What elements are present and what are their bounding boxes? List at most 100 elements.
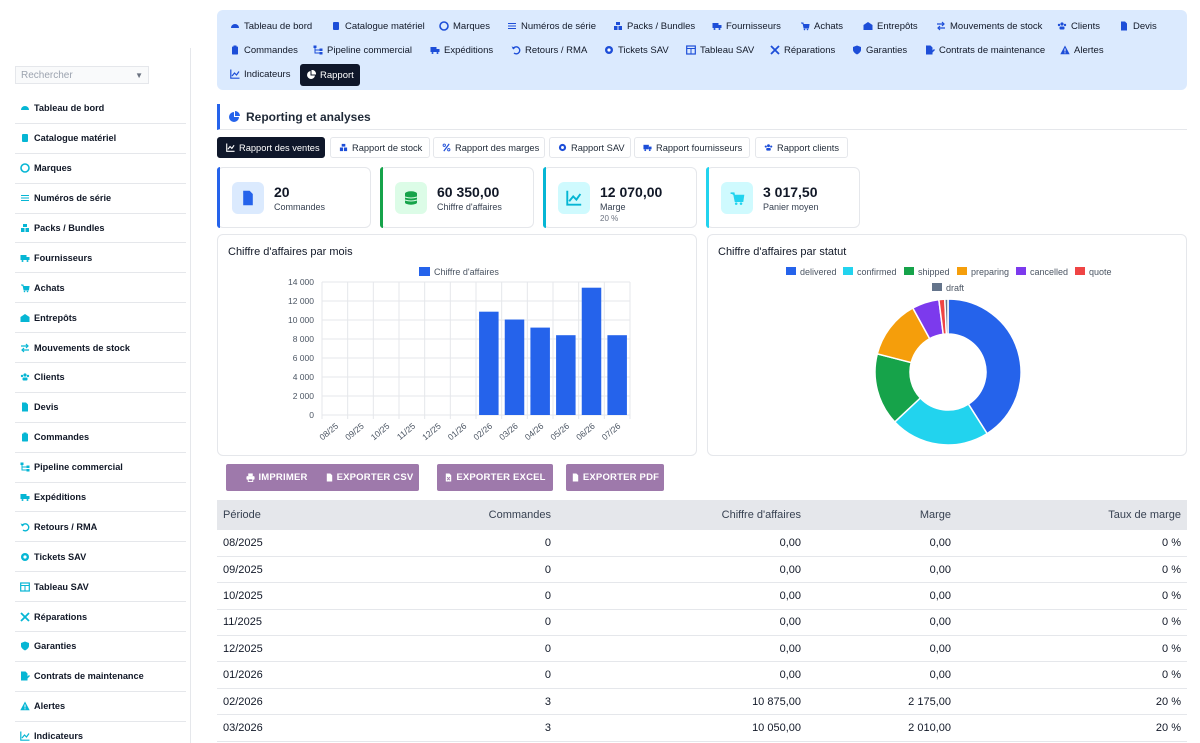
topnav-item[interactable]: Numéros de série (503, 16, 600, 36)
x-tick-label: 01/26 (446, 421, 469, 443)
sidebar-item[interactable]: Contrats de maintenance (15, 662, 186, 692)
topnav-item[interactable]: Tableau SAV (682, 40, 758, 60)
sidebar-search-select[interactable]: Rechercher ▼ (15, 66, 149, 84)
topnav-item[interactable]: Indicateurs (226, 64, 294, 84)
sidebar-item[interactable]: Indicateurs (15, 722, 186, 743)
tab-report[interactable]: Rapport SAV (549, 137, 631, 158)
topnav-item[interactable]: Commandes (226, 40, 302, 60)
sidebar-item[interactable]: Fournisseurs (15, 243, 186, 274)
table-row: 08/2025 0 0,00 0,00 0 % (217, 530, 1187, 557)
sidebar-item[interactable]: Entrepôts (15, 303, 186, 334)
topnav-item[interactable]: Garanties (848, 40, 911, 60)
topnav-item-label: Fournisseurs (726, 20, 781, 32)
col-header-orders[interactable]: Commandes (397, 500, 557, 530)
sidebar-item[interactable]: Tableau SAV (15, 572, 186, 603)
sidebar-item[interactable]: Marques (15, 154, 186, 184)
bar-chart-title: Chiffre d'affaires par mois (228, 246, 353, 258)
sidebar-item[interactable]: Catalogue matériel (15, 124, 186, 154)
x-tick-label: 06/26 (574, 421, 597, 443)
sidebar-item[interactable]: Commandes (15, 423, 186, 453)
tab-report[interactable]: Rapport fournisseurs (634, 137, 750, 158)
bar (607, 335, 627, 415)
tab-report[interactable]: Rapport de stock (330, 137, 430, 158)
sidebar-item[interactable]: Alertes (15, 692, 186, 722)
export-button[interactable]: EXPORTER PDF (566, 464, 664, 491)
col-header-margin-rate[interactable]: Taux de marge (957, 500, 1187, 530)
tab-label: Rapport des marges (455, 142, 540, 153)
boxes-icon (19, 223, 30, 234)
topnav-item[interactable]: Achats (796, 16, 847, 36)
export-button[interactable]: EXPORTER EXCEL (437, 464, 553, 491)
topnav-item[interactable]: Clients (1053, 16, 1104, 36)
copyright-icon (19, 163, 30, 174)
sidebar-item[interactable]: Achats (15, 273, 186, 304)
topnav-item[interactable]: Fournisseurs (708, 16, 785, 36)
sidebar-item[interactable]: Packs / Bundles (15, 214, 186, 244)
sidebar-item[interactable]: Expéditions (15, 483, 186, 513)
kpi-label: Marge (600, 202, 626, 212)
sidebar-item[interactable]: Tableau de bord (15, 94, 186, 124)
topnav-item[interactable]: Pipeline commercial (309, 40, 416, 60)
sidebar-item[interactable]: Retours / RMA (15, 512, 186, 543)
truck-icon (19, 252, 30, 263)
topnav-item-label: Devis (1133, 20, 1157, 32)
topnav-item[interactable]: Packs / Bundles (609, 16, 699, 36)
cell-orders: 0 (397, 635, 557, 663)
table-row: 12/2025 0 0,00 0,00 0 % (217, 635, 1187, 663)
cell-period: 03/2026 (217, 714, 397, 742)
sidebar-item-label: Expéditions (34, 492, 87, 503)
topnav-item[interactable]: Marques (435, 16, 494, 36)
topnav-item[interactable]: Entrepôts (859, 16, 922, 36)
coins-icon (395, 182, 427, 214)
topnav-item-label: Retours / RMA (525, 44, 588, 56)
tab-report[interactable]: Rapport clients (755, 137, 848, 158)
sidebar-item[interactable]: Mouvements de stock (15, 333, 186, 364)
export-button[interactable]: IMPRIMER (226, 464, 328, 491)
cell-margin-rate: 0 % (957, 609, 1187, 637)
topnav-item[interactable]: Tableau de bord (226, 16, 316, 36)
sidebar-item[interactable]: Garanties (15, 632, 186, 662)
chart-line-icon (19, 731, 30, 742)
x-tick-label: 05/26 (548, 421, 571, 443)
topnav-item[interactable]: Expéditions (426, 40, 497, 60)
topnav-item[interactable]: Retours / RMA (507, 40, 591, 60)
topnav-item[interactable]: Réparations (766, 40, 839, 60)
topnav-item[interactable]: Rapport (300, 64, 360, 86)
legend-label: preparing (971, 267, 1009, 277)
legend-swatch (1075, 267, 1085, 275)
cell-orders: 3 (397, 688, 557, 716)
topnav-item-label: Expéditions (444, 44, 494, 56)
col-header-period[interactable]: Période (217, 500, 397, 530)
legend-swatch (786, 267, 796, 275)
barcode-icon (507, 21, 517, 31)
topnav-item[interactable]: Devis (1115, 16, 1161, 36)
shield-icon (19, 641, 30, 652)
sidebar-item[interactable]: Clients (15, 363, 186, 393)
tab-label: Rapport des ventes (239, 142, 320, 153)
cell-revenue: 0,00 (557, 635, 807, 663)
topnav-item-label: Alertes (1074, 44, 1104, 56)
topnav-item-label: Contrats de maintenance (939, 44, 1046, 56)
topnav-item[interactable]: Alertes (1056, 40, 1108, 60)
tab-report[interactable]: Rapport des marges (433, 137, 545, 158)
sidebar-item[interactable]: Tickets SAV (15, 542, 186, 573)
warehouse-icon (863, 21, 873, 31)
undo-icon (19, 521, 30, 532)
col-header-revenue[interactable]: Chiffre d'affaires (557, 500, 807, 530)
topnav-item-label: Catalogue matériel (345, 20, 425, 32)
export-button[interactable]: EXPORTER CSV (319, 464, 419, 491)
sidebar-search-placeholder: Rechercher (21, 70, 73, 81)
topnav-item[interactable]: Tickets SAV (600, 40, 673, 60)
topnav-item[interactable]: Catalogue matériel (327, 16, 429, 36)
topnav-item[interactable]: Mouvements de stock (932, 16, 1046, 36)
topnav-item[interactable]: Contrats de maintenance (921, 40, 1049, 60)
topnav-item-label: Clients (1071, 20, 1101, 32)
sidebar-item[interactable]: Numéros de série (15, 184, 186, 214)
tab-report[interactable]: Rapport des ventes (217, 137, 325, 158)
sidebar-item[interactable]: Devis (15, 393, 186, 423)
bar (479, 311, 499, 415)
sidebar-item[interactable]: Réparations (15, 602, 186, 633)
kpi-label: Panier moyen (763, 202, 819, 212)
sidebar-item[interactable]: Pipeline commercial (15, 453, 186, 483)
col-header-margin[interactable]: Marge (807, 500, 957, 530)
